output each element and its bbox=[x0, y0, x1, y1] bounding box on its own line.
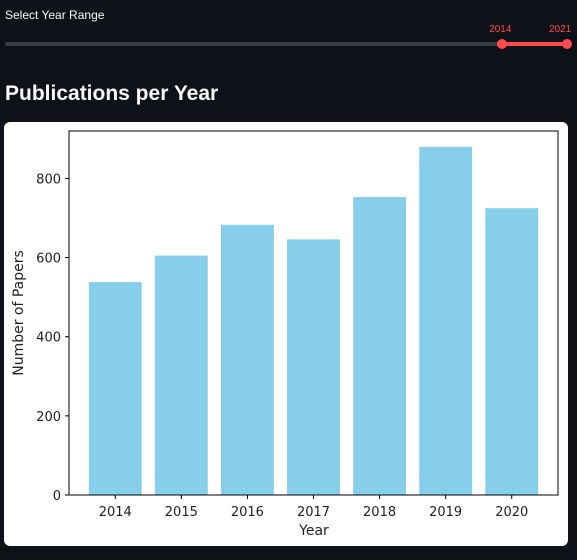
slider-min-thumb[interactable] bbox=[497, 39, 508, 49]
x-tick-label: 2019 bbox=[429, 505, 462, 520]
slider-label: Select Year Range bbox=[5, 8, 105, 22]
x-tick-label: 2015 bbox=[165, 505, 198, 520]
x-tick-label: 2020 bbox=[495, 505, 528, 520]
bar-2018 bbox=[353, 197, 407, 495]
x-tick-label: 2018 bbox=[363, 505, 396, 520]
x-axis-label: Year bbox=[298, 523, 329, 539]
x-tick-label: 2017 bbox=[297, 505, 330, 520]
slider-max-thumb[interactable] bbox=[562, 39, 572, 49]
y-tick-label: 400 bbox=[36, 331, 61, 346]
y-axis-label: Number of Papers bbox=[11, 250, 27, 376]
slider-track[interactable] bbox=[5, 42, 570, 46]
slider-range-fill bbox=[502, 42, 567, 46]
bar-2014 bbox=[88, 282, 142, 495]
bar-2017 bbox=[287, 239, 340, 495]
slider-min-value: 2014 bbox=[489, 24, 512, 35]
bar-2015 bbox=[154, 255, 208, 495]
slider-max-value: 2021 bbox=[549, 24, 572, 35]
y-tick-label: 800 bbox=[36, 172, 61, 187]
y-tick-label: 200 bbox=[36, 410, 61, 425]
y-tick-label: 0 bbox=[53, 489, 61, 504]
section-title: Publications per Year bbox=[5, 82, 219, 105]
plot-frame bbox=[68, 130, 559, 496]
x-tick-label: 2016 bbox=[231, 505, 264, 520]
x-tick-label: 2014 bbox=[99, 505, 132, 520]
bar-2020 bbox=[485, 208, 539, 496]
bar-2016 bbox=[220, 224, 274, 495]
bar-chart: 0 200 400 600 800 2014 2015 2016 2017 2018 2019 20… bbox=[11, 130, 559, 539]
chart-card: 0 200 400 600 800 2014 2015 2016 2017 2018 2019 20… bbox=[4, 122, 568, 546]
y-tick-label: 600 bbox=[36, 252, 61, 267]
bar-2019 bbox=[419, 146, 473, 495]
